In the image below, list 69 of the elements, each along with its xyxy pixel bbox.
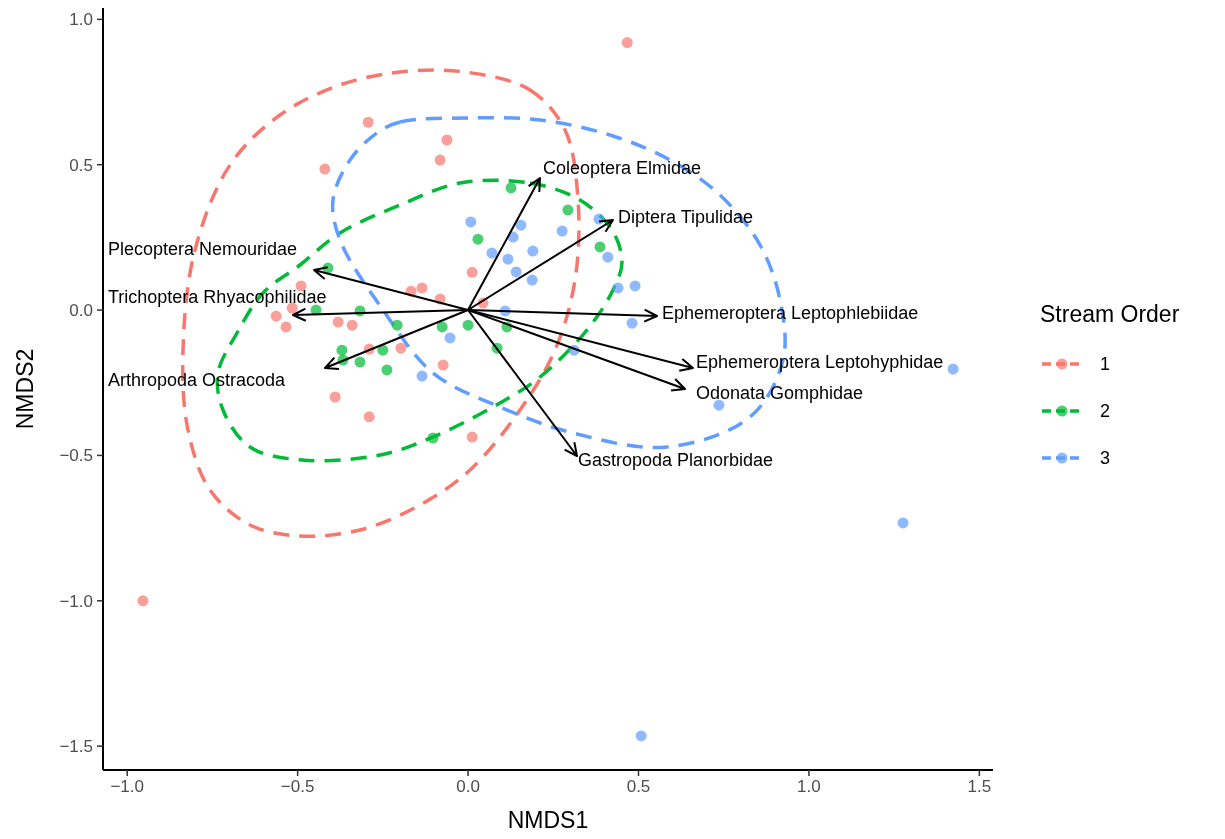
point: [635, 730, 647, 742]
point: [466, 266, 478, 278]
point: [434, 154, 446, 166]
legend-title: Stream Order: [1040, 301, 1180, 328]
point: [486, 247, 498, 259]
point: [621, 37, 633, 49]
point: [713, 399, 725, 411]
point: [346, 319, 358, 331]
point: [427, 432, 439, 444]
point: [515, 219, 527, 231]
y-tick-label: −1.5: [59, 737, 93, 757]
point: [391, 319, 403, 331]
point: [510, 266, 522, 278]
point: [336, 344, 348, 356]
y-axis-title: NMDS2: [12, 348, 38, 430]
y-tick-label: −1.0: [59, 591, 93, 611]
point: [612, 282, 624, 294]
y-tick-label: −0.5: [59, 446, 93, 466]
point: [602, 251, 614, 263]
point: [381, 364, 393, 376]
x-tick-label: 0.0: [456, 777, 480, 796]
point: [332, 316, 344, 328]
point: [137, 595, 149, 607]
point: [270, 310, 282, 322]
annotation: Gastropoda Planorbidae: [578, 450, 774, 471]
point: [377, 344, 389, 356]
point: [416, 282, 428, 294]
x-tick-label: −1.0: [110, 777, 144, 796]
point: [526, 274, 538, 286]
point: [462, 319, 474, 331]
point: [465, 216, 477, 228]
y-tick-label: 0.5: [69, 155, 93, 175]
x-tick-label: 1.0: [797, 777, 821, 796]
point: [505, 182, 517, 194]
point: [363, 411, 375, 423]
annotation: Arthropoda Ostracoda: [108, 370, 287, 391]
annotation: Odonata Gomphidae: [696, 383, 864, 404]
point: [395, 342, 407, 354]
point: [594, 241, 606, 253]
x-tick-label: 0.5: [626, 777, 651, 796]
annotation: Plecoptera Nemouridae: [108, 239, 298, 260]
point: [319, 163, 331, 175]
point: [472, 233, 484, 245]
legend-label: 3: [1100, 448, 1111, 469]
point: [354, 356, 366, 368]
point: [362, 116, 374, 128]
point: [416, 370, 428, 382]
point: [527, 245, 539, 257]
point: [947, 363, 959, 375]
point: [556, 225, 568, 237]
legend-label: 2: [1100, 401, 1111, 422]
point: [629, 280, 641, 292]
point: [897, 517, 909, 529]
point: [329, 391, 341, 403]
y-tick-label: 0.0: [69, 301, 93, 321]
point: [502, 253, 514, 265]
point: [562, 204, 574, 216]
legend-label: 1: [1100, 354, 1111, 375]
x-axis-title: NMDS1: [507, 807, 589, 833]
point: [444, 332, 456, 344]
point: [441, 134, 453, 146]
point: [626, 317, 638, 329]
point: [436, 321, 448, 333]
y-tick-label: 1.0: [69, 10, 93, 30]
point: [437, 359, 449, 371]
x-tick-label: 1.5: [967, 777, 992, 796]
point: [280, 321, 292, 333]
x-tick-label: −0.5: [280, 777, 315, 796]
point: [466, 431, 478, 443]
